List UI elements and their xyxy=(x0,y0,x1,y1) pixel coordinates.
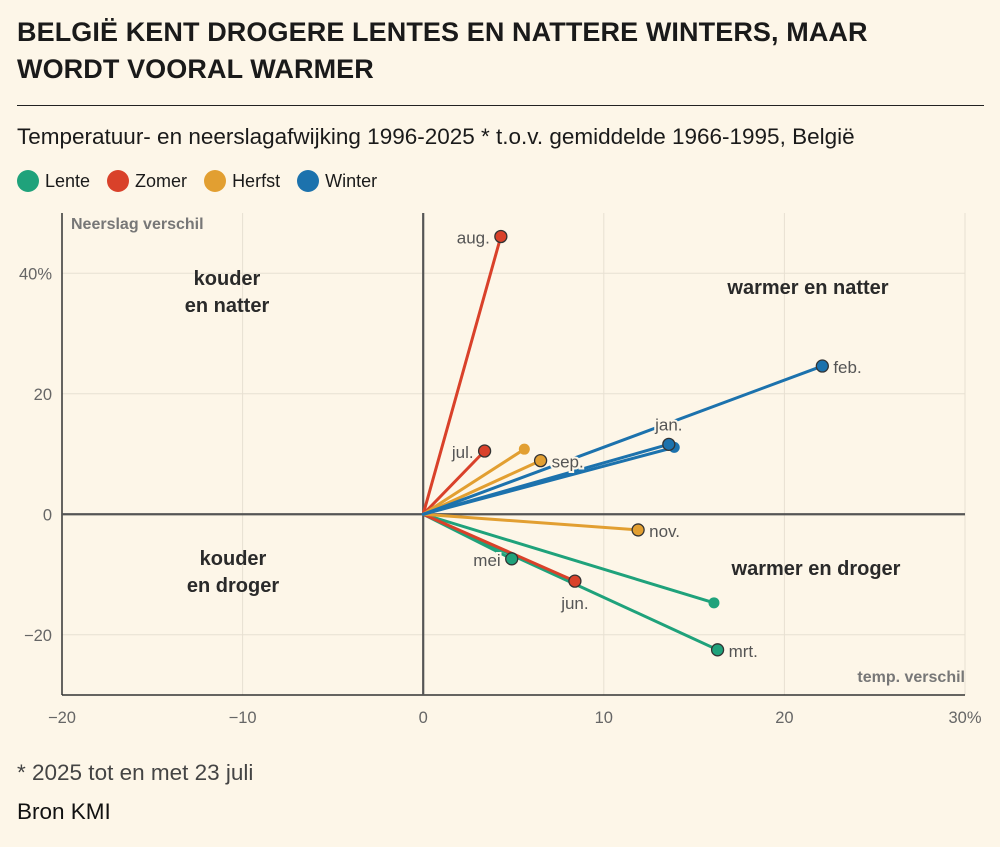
x-tick-label: −10 xyxy=(229,709,257,727)
data-point-lente xyxy=(708,597,720,609)
data-label: jul. xyxy=(451,443,474,462)
series-line-zomer xyxy=(421,234,503,516)
legend-item-zomer: Zomer xyxy=(107,170,187,192)
data-label: jan. xyxy=(654,415,682,434)
series-line-winter xyxy=(421,364,824,516)
quadrant-label-kouder-natter: kouder xyxy=(194,268,261,290)
source-note: Bron KMI xyxy=(17,799,111,824)
legend: Lente Zomer Herfst Winter xyxy=(17,170,394,192)
y-tick-label: −20 xyxy=(24,627,52,645)
legend-item-lente: Lente xyxy=(17,170,90,192)
y-axis-title: Neerslag verschil xyxy=(71,216,204,233)
chart-title: BELGIË KENT DROGERE LENTES EN NATTERE WI… xyxy=(17,17,868,84)
data-point-herfst xyxy=(518,443,530,455)
series-line-herfst xyxy=(421,512,640,532)
x-tick-label: 0 xyxy=(419,709,428,727)
data-point-lente xyxy=(710,643,725,657)
data-label: nov. xyxy=(649,522,680,541)
x-tick-label: −20 xyxy=(48,709,76,727)
series-line-zomer xyxy=(421,449,487,516)
footnote: * 2025 tot en met 23 juli xyxy=(17,760,254,785)
y-tick-label: 0 xyxy=(43,506,52,524)
data-point-zomer xyxy=(494,229,508,244)
data-label: mei xyxy=(473,551,500,570)
data-point-winter xyxy=(662,437,676,452)
data-label: mrt. xyxy=(729,642,758,661)
quadrant-label-warmer-droger: warmer en droger xyxy=(731,558,901,580)
quadrant-label-kouder-droger: kouder xyxy=(200,548,267,570)
legend-swatch-lente xyxy=(17,170,39,192)
series-line-zomer xyxy=(421,512,577,583)
quadrant-label-kouder-droger: en droger xyxy=(187,575,279,597)
data-point-zomer xyxy=(568,574,582,588)
quadrant-label-kouder-natter: en natter xyxy=(185,295,270,317)
series-line-herfst xyxy=(421,447,526,516)
legend-swatch-winter xyxy=(297,170,320,192)
title-divider xyxy=(17,105,984,106)
quadrant-label-warmer-natter: warmer en natter xyxy=(726,277,888,299)
legend-item-winter: Winter xyxy=(297,170,377,192)
data-point-herfst xyxy=(631,523,645,537)
data-point-herfst xyxy=(533,453,548,468)
y-tick-label: 20 xyxy=(34,386,52,404)
series-line-lente xyxy=(421,512,716,605)
data-label: jun. xyxy=(560,594,588,613)
data-label: aug. xyxy=(457,228,490,247)
data-label: feb. xyxy=(833,358,861,377)
data-point-lente xyxy=(505,552,519,566)
chart-subtitle: Temperatuur- en neerslagafwijking 1996-2… xyxy=(17,124,855,149)
legend-label-winter: Winter xyxy=(325,170,378,191)
series-line-winter xyxy=(421,442,671,516)
legend-label-herfst: Herfst xyxy=(232,170,281,191)
legend-label-zomer: Zomer xyxy=(135,170,188,191)
x-tick-label: 30% xyxy=(948,709,981,727)
series-line-herfst xyxy=(421,459,543,516)
legend-swatch-zomer xyxy=(107,170,130,192)
legend-label-lente: Lente xyxy=(45,170,91,191)
data-label: sep. xyxy=(552,453,584,472)
x-axis-title: temp. verschil xyxy=(857,669,965,686)
data-point-winter xyxy=(815,359,829,373)
legend-swatch-herfst xyxy=(204,170,227,192)
legend-item-herfst: Herfst xyxy=(204,170,280,192)
x-tick-label: 20 xyxy=(775,709,793,727)
data-point-zomer xyxy=(477,444,492,458)
x-tick-label: 10 xyxy=(595,709,613,727)
y-tick-label: 40% xyxy=(19,265,52,283)
